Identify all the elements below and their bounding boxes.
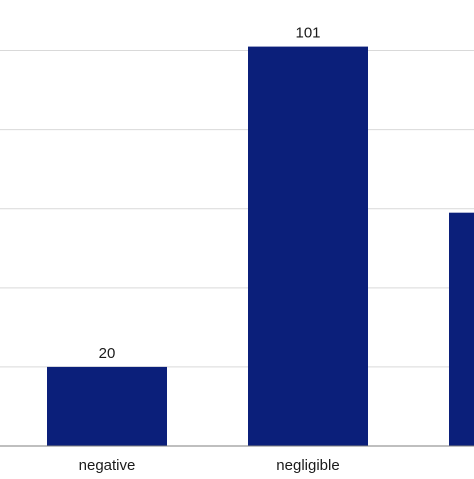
data-label-negligible: 101 [295, 25, 320, 42]
bar-negative [47, 366, 167, 446]
data-labels: 2010159 [99, 25, 321, 362]
x-tick-labels: negativenegligiblepositive [79, 457, 340, 474]
x-tick-label-negligible: negligible [276, 457, 339, 474]
gridlines [0, 50, 474, 368]
x-tick-label-negative: negative [79, 457, 136, 474]
bar-positive [449, 212, 474, 446]
data-label-negative: 20 [99, 345, 116, 362]
bar-negligible [248, 46, 368, 446]
bars [47, 46, 474, 446]
